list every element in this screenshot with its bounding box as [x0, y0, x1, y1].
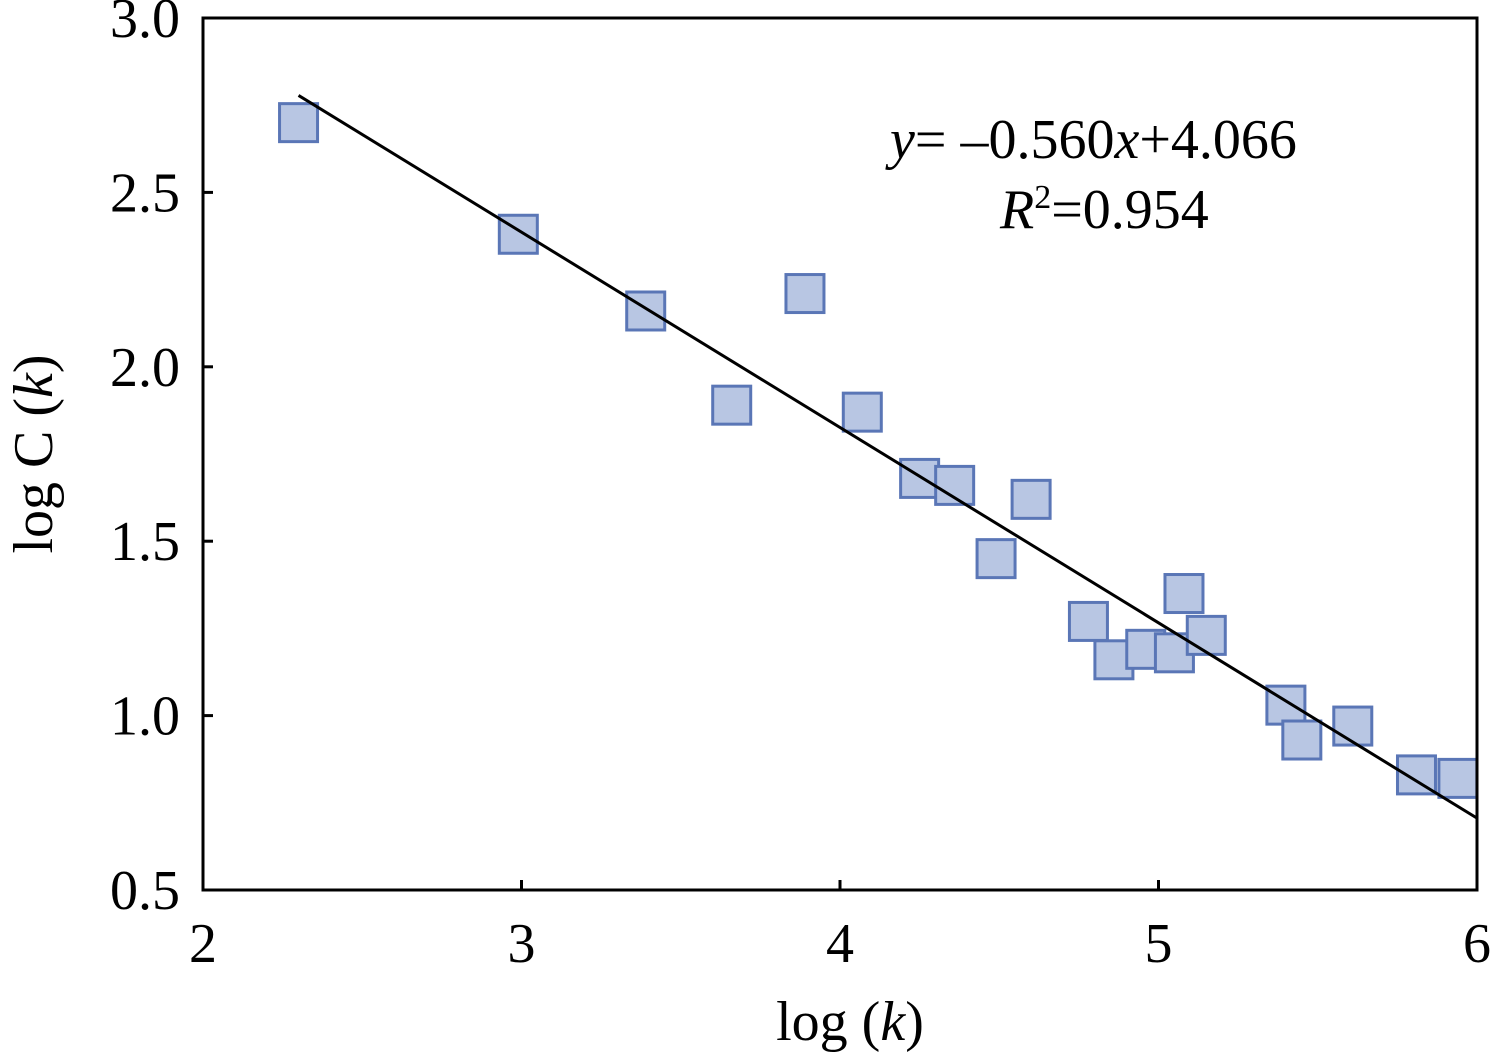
- fit-equation-y: y: [885, 109, 915, 171]
- data-point: [278, 102, 320, 144]
- x-tick-label: 6: [1463, 913, 1491, 975]
- data-point: [784, 273, 826, 315]
- data-point: [1281, 719, 1323, 761]
- fit-equation-rest: +4.066: [1139, 109, 1297, 171]
- y-axis-label-post: ): [3, 354, 65, 373]
- y-tick-label: 3.0: [110, 0, 180, 50]
- y-axis-label-pre: log C (: [3, 398, 65, 554]
- x-tick-label: 5: [1145, 913, 1173, 975]
- data-point: [899, 457, 941, 499]
- data-points: [278, 102, 1479, 799]
- r-squared-sup: 2: [1034, 179, 1051, 216]
- data-point: [1067, 600, 1109, 642]
- y-axis-label-italic: k: [3, 372, 65, 398]
- y-tick-label: 2.0: [110, 337, 180, 399]
- y-tick-label: 2.5: [110, 162, 180, 224]
- fit-equation-x: x: [1113, 109, 1139, 171]
- x-axis-label-pre: log (: [776, 991, 880, 1053]
- y-tick-label: 0.5: [110, 860, 180, 922]
- r-squared: R2=0.954: [999, 179, 1209, 241]
- data-point: [975, 538, 1017, 580]
- regression-line: [297, 94, 1478, 820]
- fit-equation: y= –0.560x+4.066: [885, 109, 1297, 171]
- data-point: [625, 290, 667, 332]
- data-point: [1437, 757, 1479, 799]
- x-axis-ticks: 2 3 4 5 6: [189, 880, 1491, 975]
- data-point: [711, 384, 753, 426]
- y-axis-ticks: 0.5 1.0 1.5 2.0 2.5 3.0: [110, 0, 213, 922]
- data-point: [1163, 573, 1205, 615]
- x-axis-label-post: ): [905, 991, 924, 1053]
- data-point: [1185, 614, 1227, 656]
- r-squared-r: R: [999, 179, 1034, 241]
- x-axis-label: log (k): [776, 991, 924, 1053]
- x-tick-label: 4: [826, 913, 854, 975]
- y-tick-label: 1.0: [110, 686, 180, 748]
- data-point: [1010, 478, 1052, 520]
- data-point: [1332, 705, 1374, 747]
- x-tick-label: 3: [508, 913, 536, 975]
- y-axis-label: log C (k): [3, 354, 65, 553]
- x-axis-label-italic: k: [880, 991, 906, 1053]
- x-tick-label: 2: [189, 913, 217, 975]
- y-tick-label: 1.5: [110, 511, 180, 573]
- r-squared-value: =0.954: [1051, 179, 1209, 241]
- data-point: [841, 391, 883, 433]
- fit-equation-eq: = –0.560: [915, 109, 1115, 171]
